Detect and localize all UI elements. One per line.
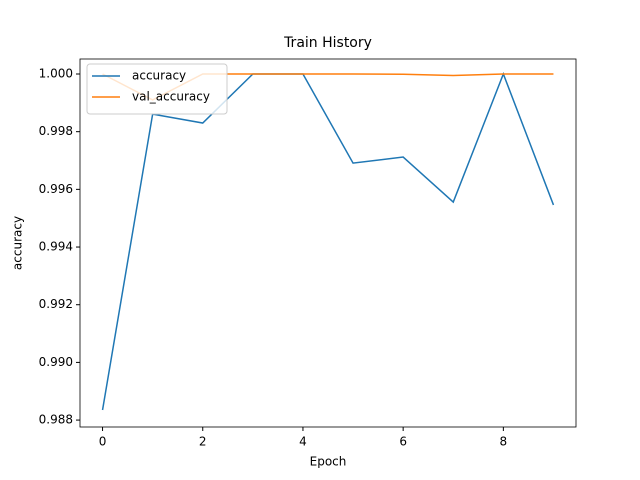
x-tick-label: 6 [399, 435, 407, 449]
legend-label: accuracy [132, 69, 186, 83]
y-tick-label: 0.990 [39, 355, 73, 369]
y-tick-label: 1.000 [39, 66, 73, 80]
y-tick-label: 0.994 [39, 240, 73, 254]
legend-label: val_accuracy [132, 90, 210, 104]
y-axis-label: accuracy [11, 216, 25, 270]
y-tick-label: 0.998 [39, 124, 73, 138]
x-tick-label: 4 [299, 435, 307, 449]
y-tick-label: 0.996 [39, 182, 73, 196]
x-tick-label: 8 [500, 435, 508, 449]
y-tick-label: 0.992 [39, 297, 73, 311]
y-tick-label: 0.988 [39, 413, 73, 427]
chart-title: Train History [283, 35, 372, 51]
legend: accuracy val_accuracy [86, 63, 228, 115]
x-tick-label: 2 [199, 435, 207, 449]
x-axis-label: Epoch [310, 455, 347, 469]
plot-frame [79, 58, 577, 428]
x-tick-label: 0 [99, 435, 107, 449]
legend-box [86, 63, 228, 115]
series-line [101, 71, 555, 411]
